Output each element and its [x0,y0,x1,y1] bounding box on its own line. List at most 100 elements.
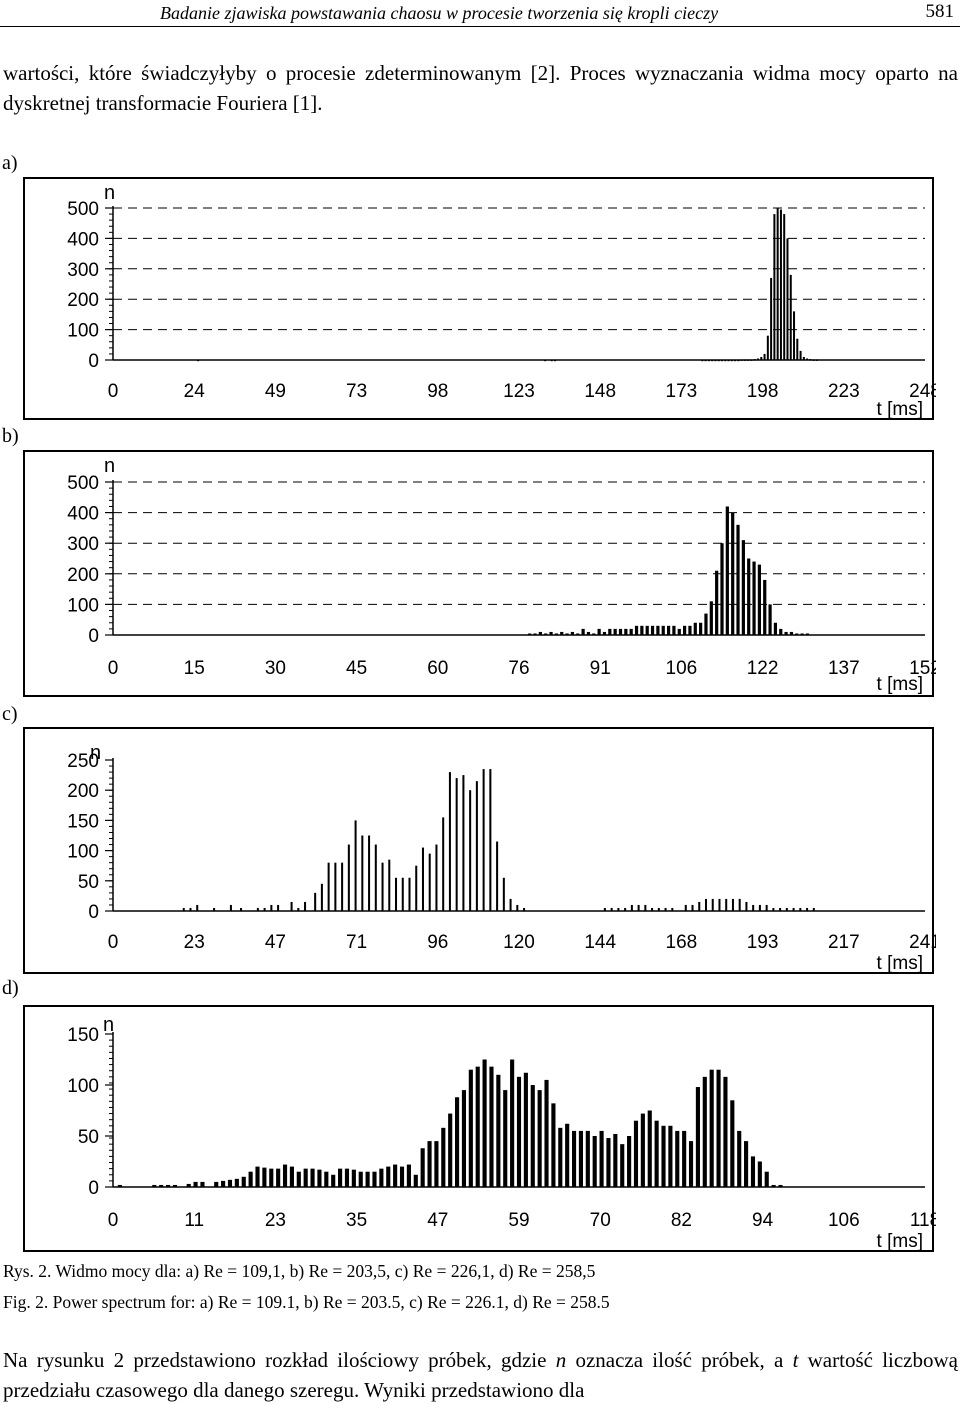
bar [730,359,733,362]
bar [768,604,772,635]
bar [461,1090,467,1187]
bar [603,907,606,911]
x-tick-label: 168 [666,932,698,953]
bar [528,633,532,635]
bar [347,844,350,911]
bar [725,898,728,911]
bar [634,625,639,635]
bar [475,781,478,911]
bar [290,901,293,911]
bar [420,1148,425,1187]
bar [701,359,704,362]
bar [428,853,431,911]
bar [263,907,266,911]
y-tick-label: 200 [67,565,99,586]
bar [758,904,761,911]
bar [200,1181,205,1187]
bar [779,209,782,360]
bar [221,1180,226,1187]
bar [750,359,753,361]
chart-b: 0 100 200 300 400 500 0 15 30 45 60 76 91 106 122 137 15… [23,450,936,697]
y-tick-label: 100 [67,321,99,342]
bar [550,359,553,362]
bar [255,1166,260,1187]
y-tick-label: 50 [78,872,99,893]
bar [117,1184,122,1187]
y-tick-label: 200 [67,290,99,311]
bar [159,1184,164,1187]
bar [717,359,720,362]
bar [730,1100,735,1187]
x-tick-label: 82 [671,1210,692,1231]
bar [764,1171,769,1187]
closing-text-part3: wartość liczbową przedziału czasowego dl… [3,1348,958,1402]
bar [624,907,627,911]
bar [469,790,472,911]
bar [682,1130,687,1187]
bar [750,1156,756,1187]
x-tick-label: 248 [909,381,936,402]
x-tick-label: 35 [346,1210,367,1231]
y-tick-label: 400 [67,229,99,250]
running-header: Badanie zjawiska powstawania chaosu w pr… [0,0,960,27]
bar [354,820,357,911]
x-tick-label: 47 [427,1210,448,1231]
bar [234,1178,239,1187]
bar [715,570,719,635]
bar [468,1069,473,1187]
bar [262,1167,267,1187]
bar [408,877,411,911]
panel-label-b: b) [2,425,19,447]
bar [544,633,548,635]
x-tick-label: 76 [508,658,529,679]
x-tick-label: 91 [590,658,611,679]
figure-caption-en: Fig. 2. Power spectrum for: a) Re = 109.… [3,1292,610,1312]
x-tick-label: 47 [265,932,286,953]
bar [489,1066,494,1187]
x-tick-label: 148 [584,381,616,402]
bar [760,356,763,360]
bar [592,1136,597,1187]
bar [684,904,687,911]
x-tick-label: 59 [508,1210,529,1231]
y-tick-label: 0 [88,626,99,647]
bar [724,359,727,362]
bar [435,844,438,911]
bar [197,359,200,362]
bar [344,1168,350,1187]
bar [560,631,564,635]
bar [664,907,667,911]
bar [482,1059,487,1187]
bar [721,359,723,362]
x-tick-label: 241 [909,932,936,953]
bar [731,898,734,911]
bar [661,1125,666,1187]
bar [716,1069,721,1187]
bar [496,841,499,911]
bar [815,359,818,361]
bar [269,1168,274,1187]
bar [629,628,633,635]
bar [510,1059,515,1187]
bar [585,1130,590,1187]
bar [704,359,707,362]
x-tick-label: 0 [108,658,119,679]
x-tick-label: 45 [346,658,367,679]
bar [744,1141,749,1187]
bar [624,628,628,635]
x-tick-label: 193 [747,932,779,953]
bar [657,907,660,911]
bar [314,892,317,911]
bar [795,633,799,635]
bar [214,1181,219,1187]
bar [806,907,809,911]
bar [516,904,519,911]
bar [358,1171,363,1187]
bar [523,1072,528,1187]
chart-d: 0 50 100 150 0 11 23 35 47 59 70 82 94 106 118 n t [ms] [23,1005,936,1252]
y-tick-label: 0 [88,1178,99,1199]
x-tick-label: 24 [184,381,206,402]
bar [704,613,708,635]
bar [310,1168,315,1187]
bar [627,1136,632,1187]
